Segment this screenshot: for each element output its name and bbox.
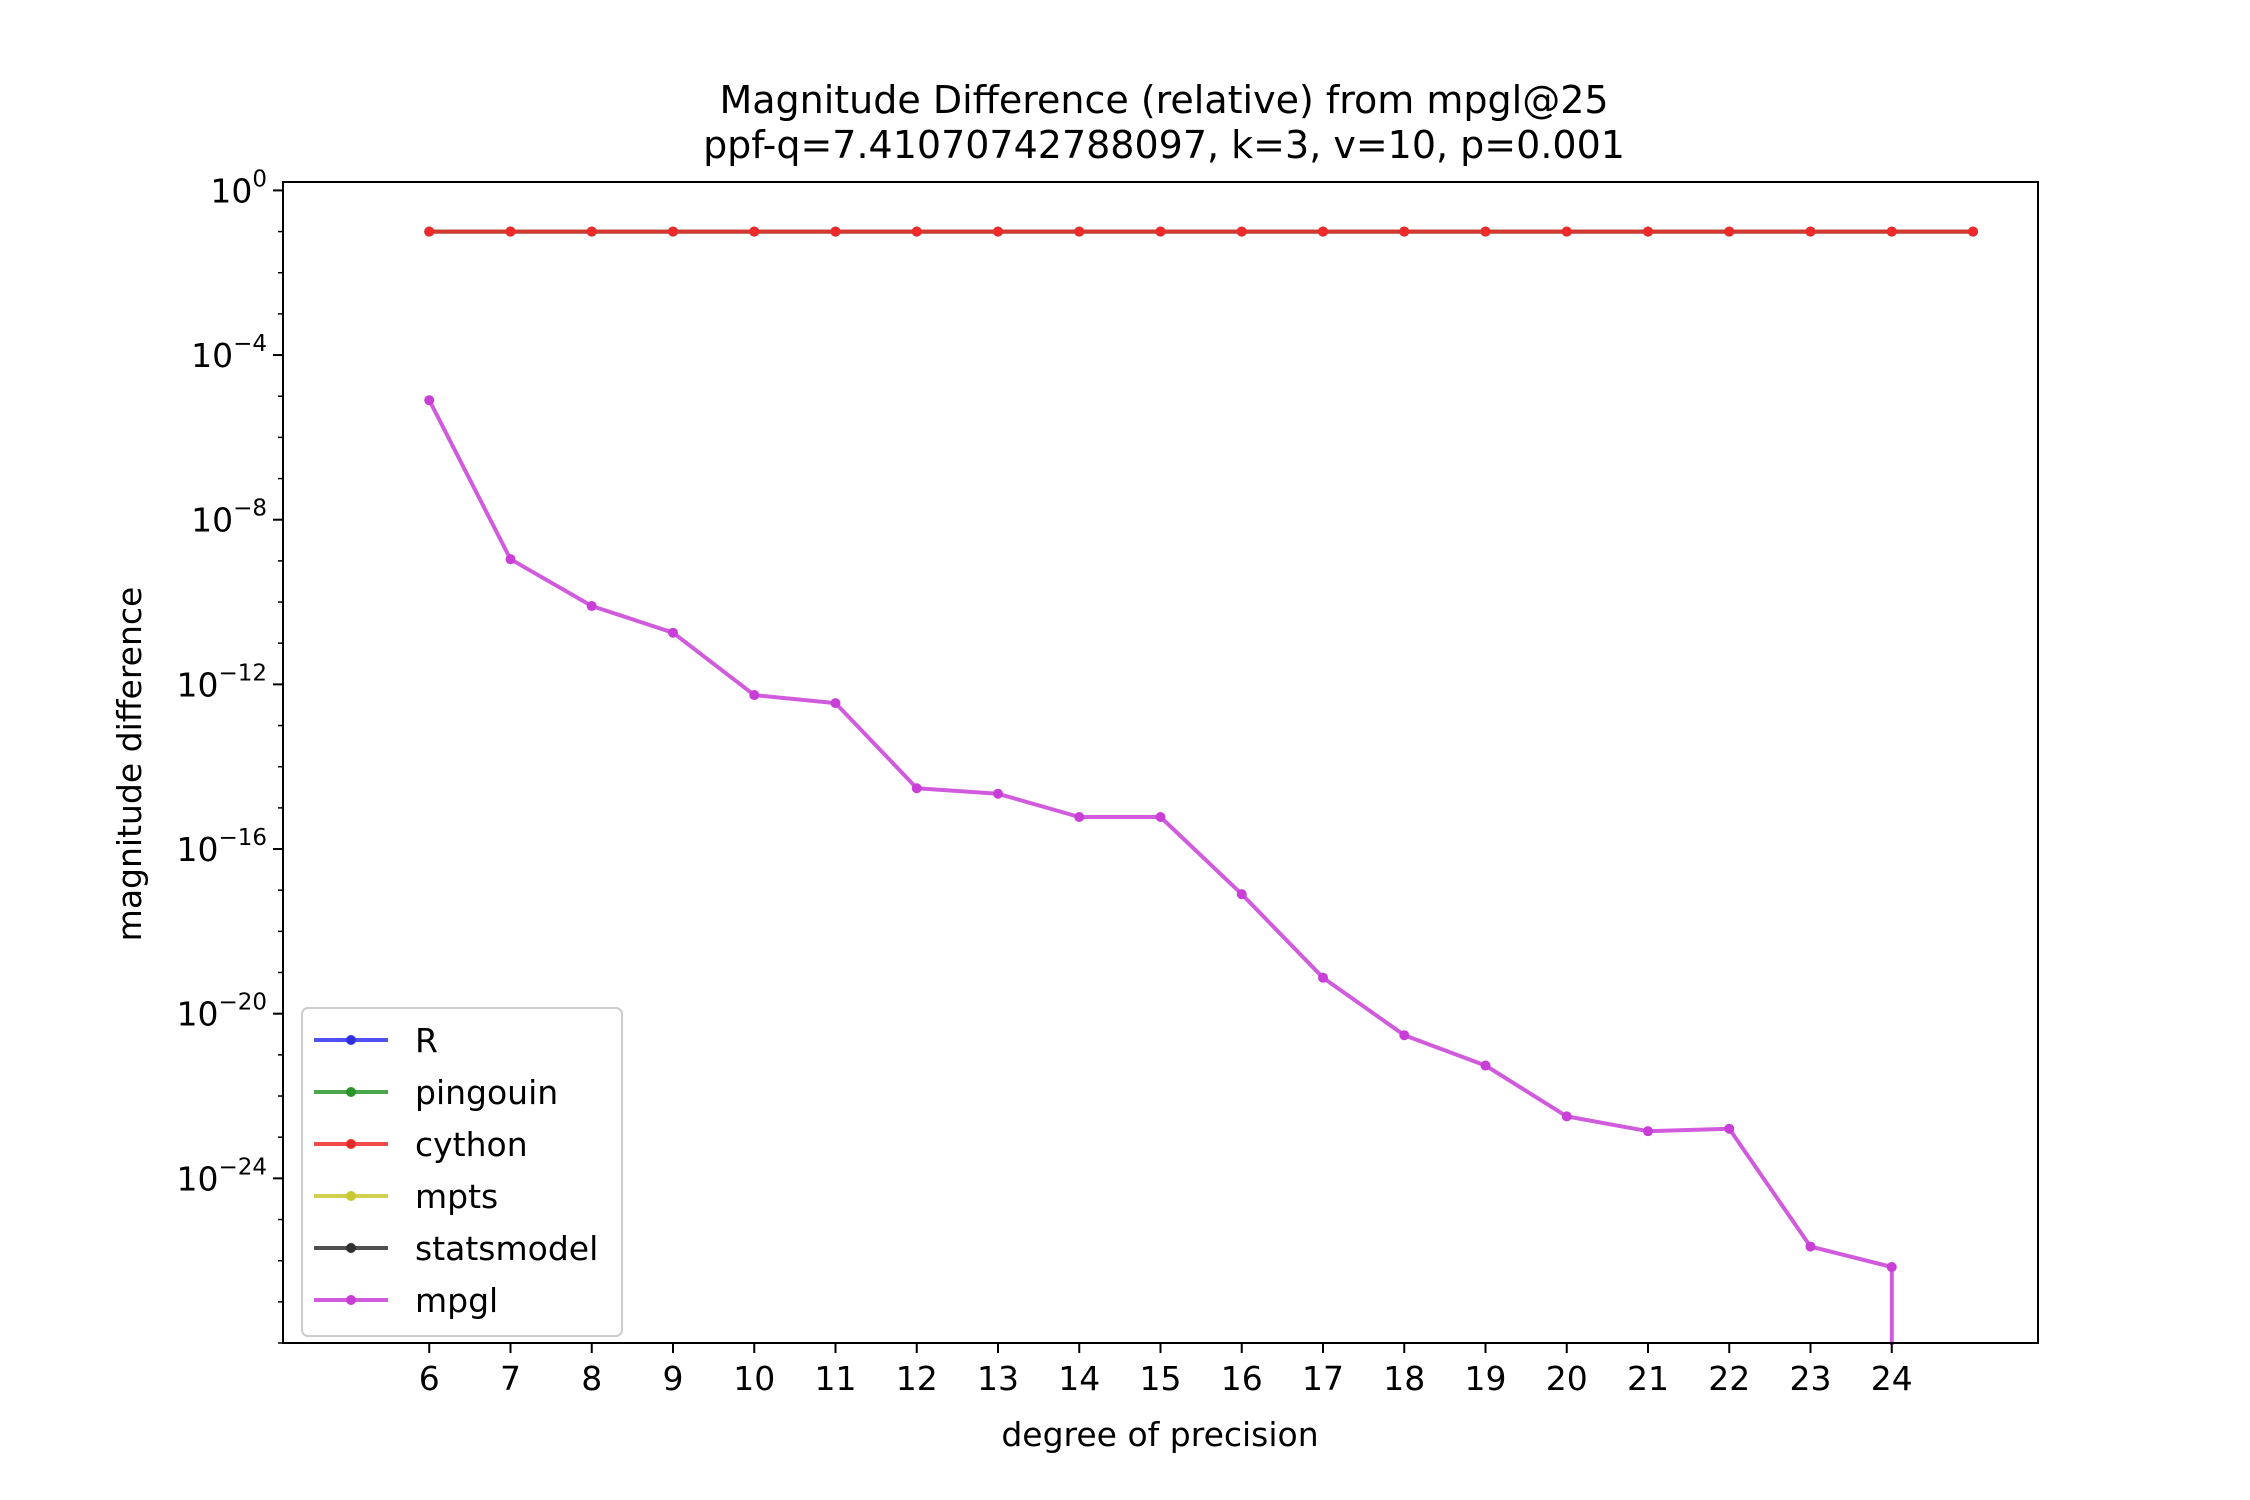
x-tick-label: 12 xyxy=(896,1359,938,1398)
data-point xyxy=(1399,1030,1410,1041)
data-point xyxy=(1480,1060,1491,1071)
data-point xyxy=(1399,226,1410,237)
data-point xyxy=(1724,1123,1735,1134)
y-tick-label: 10−20 xyxy=(176,990,267,1034)
legend-marker xyxy=(346,1243,356,1253)
x-tick-label: 8 xyxy=(581,1359,602,1398)
data-point xyxy=(505,554,516,565)
data-point xyxy=(586,601,597,612)
data-point xyxy=(1561,1111,1572,1122)
legend-marker xyxy=(346,1295,356,1305)
x-axis-label: degree of precision xyxy=(1001,1415,1318,1454)
legend-marker xyxy=(346,1191,356,1201)
data-point xyxy=(1805,1241,1816,1252)
data-point xyxy=(993,788,1003,799)
data-point xyxy=(668,226,678,237)
x-tick-label: 13 xyxy=(977,1359,1019,1398)
legend-label: pingouin xyxy=(415,1073,558,1112)
data-point xyxy=(1643,1126,1653,1137)
data-point xyxy=(1886,226,1897,237)
x-tick-label: 7 xyxy=(500,1359,521,1398)
x-tick-label: 15 xyxy=(1140,1359,1182,1398)
legend-marker xyxy=(346,1035,356,1045)
data-point xyxy=(1318,226,1328,237)
legend-label: mpgl xyxy=(415,1281,498,1320)
data-point xyxy=(1724,226,1735,237)
data-point xyxy=(1886,1262,1897,1273)
data-point xyxy=(1155,811,1166,822)
x-tick-label: 9 xyxy=(663,1359,684,1398)
x-tick-label: 17 xyxy=(1302,1359,1344,1398)
data-point xyxy=(830,226,841,237)
data-point xyxy=(911,783,922,794)
data-point xyxy=(830,698,841,709)
data-point xyxy=(586,226,597,237)
x-tick-label: 14 xyxy=(1058,1359,1100,1398)
data-point xyxy=(1643,226,1653,237)
y-axis-label: magnitude difference xyxy=(110,587,149,942)
y-tick-label: 10−8 xyxy=(191,496,267,540)
data-point xyxy=(424,226,435,237)
data-point xyxy=(1561,226,1572,237)
data-point xyxy=(1968,226,1978,237)
data-point xyxy=(1236,226,1247,237)
x-tick-label: 24 xyxy=(1871,1359,1913,1398)
x-tick-label: 20 xyxy=(1546,1359,1588,1398)
data-point xyxy=(1074,811,1085,822)
y-tick-label: 10−24 xyxy=(176,1154,267,1198)
x-tick-label: 16 xyxy=(1221,1359,1263,1398)
data-point xyxy=(993,226,1003,237)
data-point xyxy=(668,627,678,638)
series-cython xyxy=(424,226,1978,237)
y-tick-label: 10−4 xyxy=(191,331,267,375)
x-tick-label: 18 xyxy=(1383,1359,1425,1398)
chart-subtitle: ppf-q=7.41070742788097, k=3, v=10, p=0.0… xyxy=(703,123,1625,167)
plot-area xyxy=(282,181,2039,1345)
data-point xyxy=(749,226,760,237)
data-point xyxy=(911,226,922,237)
legend-label: R xyxy=(415,1021,438,1060)
y-tick-label: 10−16 xyxy=(176,825,267,869)
series-layer xyxy=(424,226,1978,1345)
data-point xyxy=(1318,972,1328,983)
x-axis: 6 7 8 9 10 11 12 13 14 15 16 17 18 19 20 21 22 23 24 xyxy=(419,1343,1913,1398)
data-point xyxy=(1236,889,1247,900)
legend-label: cython xyxy=(415,1125,528,1164)
data-point xyxy=(1805,226,1816,237)
series-mpgl xyxy=(424,395,1897,1345)
data-point xyxy=(749,690,760,701)
chart-title: Magnitude Difference (relative) from mpg… xyxy=(719,78,1608,122)
data-point xyxy=(424,395,435,406)
legend-marker xyxy=(346,1139,356,1149)
y-tick-label: 10−12 xyxy=(176,660,267,704)
y-tick-label: 100 xyxy=(210,166,267,210)
legend-label: statsmodel xyxy=(415,1229,598,1268)
x-tick-label: 21 xyxy=(1627,1359,1669,1398)
data-point xyxy=(1480,226,1491,237)
legend-marker xyxy=(346,1087,356,1097)
y-axis: 100 10−4 10−8 10−12 10−16 10−20 10−24 xyxy=(176,166,283,1344)
data-point xyxy=(505,226,516,237)
x-tick-label: 19 xyxy=(1465,1359,1507,1398)
x-tick-label: 22 xyxy=(1708,1359,1750,1398)
x-tick-label: 6 xyxy=(419,1359,440,1398)
data-point xyxy=(1074,226,1085,237)
x-tick-label: 23 xyxy=(1790,1359,1832,1398)
series-line xyxy=(427,399,1894,1345)
data-point xyxy=(1155,226,1166,237)
x-tick-label: 10 xyxy=(733,1359,775,1398)
legend-label: mpts xyxy=(415,1177,498,1216)
x-tick-label: 11 xyxy=(815,1359,857,1398)
